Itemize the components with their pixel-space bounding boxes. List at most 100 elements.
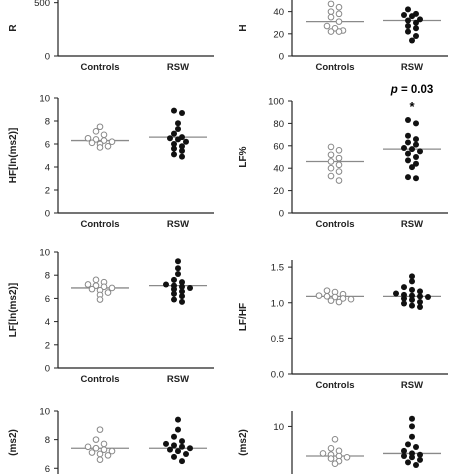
rsw-point xyxy=(405,139,411,146)
y-tick-label: 0 xyxy=(45,209,50,220)
x-category-label: RSW xyxy=(401,380,423,391)
rsw-point xyxy=(179,279,185,286)
controls-point xyxy=(92,128,100,135)
x-category-label: Controls xyxy=(80,374,119,385)
rsw-point xyxy=(405,150,411,157)
rsw-point xyxy=(417,456,423,463)
controls-point xyxy=(108,447,116,455)
controls-point xyxy=(96,450,104,458)
rsw-point xyxy=(405,23,411,30)
y-tick-label: 8 xyxy=(45,271,50,282)
y-tick-label: 10 xyxy=(39,94,50,105)
controls-point xyxy=(100,446,108,453)
y-tick-label: 20 xyxy=(273,186,284,197)
rsw-point xyxy=(187,284,193,291)
rsw-point xyxy=(401,300,407,307)
chart-panel-top-right: 0 20 40 H Controls RSW xyxy=(238,0,448,73)
rsw-point xyxy=(405,28,411,35)
y-tick-label: 4 xyxy=(45,317,50,328)
y-axis-label: LF/HF xyxy=(238,303,249,331)
controls-point xyxy=(96,144,104,151)
controls-point xyxy=(331,460,339,468)
rsw-point xyxy=(401,11,407,18)
rsw-point xyxy=(409,286,415,293)
controls-point xyxy=(96,456,104,463)
y-tick-label: 0 xyxy=(45,52,50,63)
controls-point xyxy=(335,3,343,11)
rsw-point xyxy=(417,451,423,458)
controls-point xyxy=(327,297,335,304)
rsw-point xyxy=(171,286,177,293)
controls-point xyxy=(319,450,327,457)
controls-point xyxy=(96,123,104,131)
controls-point xyxy=(100,131,108,139)
controls-point xyxy=(335,161,343,169)
y-tick-label: 8 xyxy=(45,117,50,128)
x-category-label: RSW xyxy=(167,219,189,230)
rsw-point xyxy=(183,138,189,145)
rsw-point xyxy=(405,6,411,13)
rsw-point xyxy=(179,109,185,116)
rsw-point xyxy=(401,453,407,459)
controls-point xyxy=(327,172,335,180)
controls-point xyxy=(335,18,343,25)
controls-point xyxy=(335,154,343,162)
rsw-point xyxy=(409,164,415,171)
rsw-point xyxy=(171,442,177,449)
controls-point xyxy=(327,0,335,8)
controls-point xyxy=(335,298,343,306)
controls-point xyxy=(88,139,96,147)
rsw-point xyxy=(171,141,177,147)
chart-panel-hf-ln: 0 2 4 6 8 10 HF[ln(ms2)] Controls RSW xyxy=(8,94,214,230)
x-category-label: RSW xyxy=(167,374,189,385)
y-tick-label: 40 xyxy=(273,7,284,18)
controls-point xyxy=(104,289,112,296)
controls-point xyxy=(100,283,108,291)
rsw-point xyxy=(171,290,177,297)
rsw-point xyxy=(179,153,185,160)
rsw-point xyxy=(409,292,415,299)
chart-panel-lf-pct: 0 20 40 60 80 100 LF% Controls RSW p = 0.03 * xyxy=(238,84,448,230)
y-tick-label: 0.5 xyxy=(271,334,284,345)
rsw-point xyxy=(175,136,181,143)
rsw-point xyxy=(425,294,431,301)
x-category-label: RSW xyxy=(401,219,423,230)
rsw-point xyxy=(163,281,169,288)
rsw-point xyxy=(417,16,423,23)
chart-panel-lf-ln: 0 2 4 6 8 10 LF[ln(ms2)] Controls RSW xyxy=(8,248,214,385)
rsw-point xyxy=(163,440,169,447)
rsw-point xyxy=(409,454,415,461)
rsw-point xyxy=(405,17,411,24)
p-symbol: p xyxy=(390,84,398,96)
x-category-label: Controls xyxy=(80,219,119,230)
rsw-point xyxy=(179,143,185,150)
controls-point xyxy=(92,444,100,452)
controls-point xyxy=(84,443,92,451)
y-tick-label: 8 xyxy=(45,435,50,446)
y-tick-label: 6 xyxy=(45,294,50,305)
rsw-point xyxy=(175,426,181,433)
rsw-point xyxy=(401,284,407,291)
chart-panel-bottom-right: 10 (ms2) xyxy=(238,411,441,474)
controls-point xyxy=(92,282,100,289)
rsw-point xyxy=(409,273,415,280)
y-tick-label: 0 xyxy=(45,364,50,375)
rsw-point xyxy=(179,443,185,450)
chart-panel-top-left: 0 500 R Controls RSW xyxy=(8,0,214,73)
controls-point xyxy=(92,436,100,443)
rsw-point xyxy=(405,174,411,181)
controls-point xyxy=(343,453,351,461)
y-tick-label: 500 xyxy=(34,0,50,9)
controls-point xyxy=(331,293,339,301)
controls-point xyxy=(327,164,335,172)
controls-point xyxy=(327,13,335,21)
controls-point xyxy=(327,151,335,159)
controls-point xyxy=(327,444,335,452)
rsw-point xyxy=(405,459,411,466)
rsw-point xyxy=(401,295,407,302)
chart-panel-lf-hf: 0.0 0.5 1.0 1.5 LF/HF Controls RSW xyxy=(238,260,448,391)
rsw-point xyxy=(413,19,419,26)
rsw-point xyxy=(405,132,411,139)
rsw-point xyxy=(171,107,177,114)
